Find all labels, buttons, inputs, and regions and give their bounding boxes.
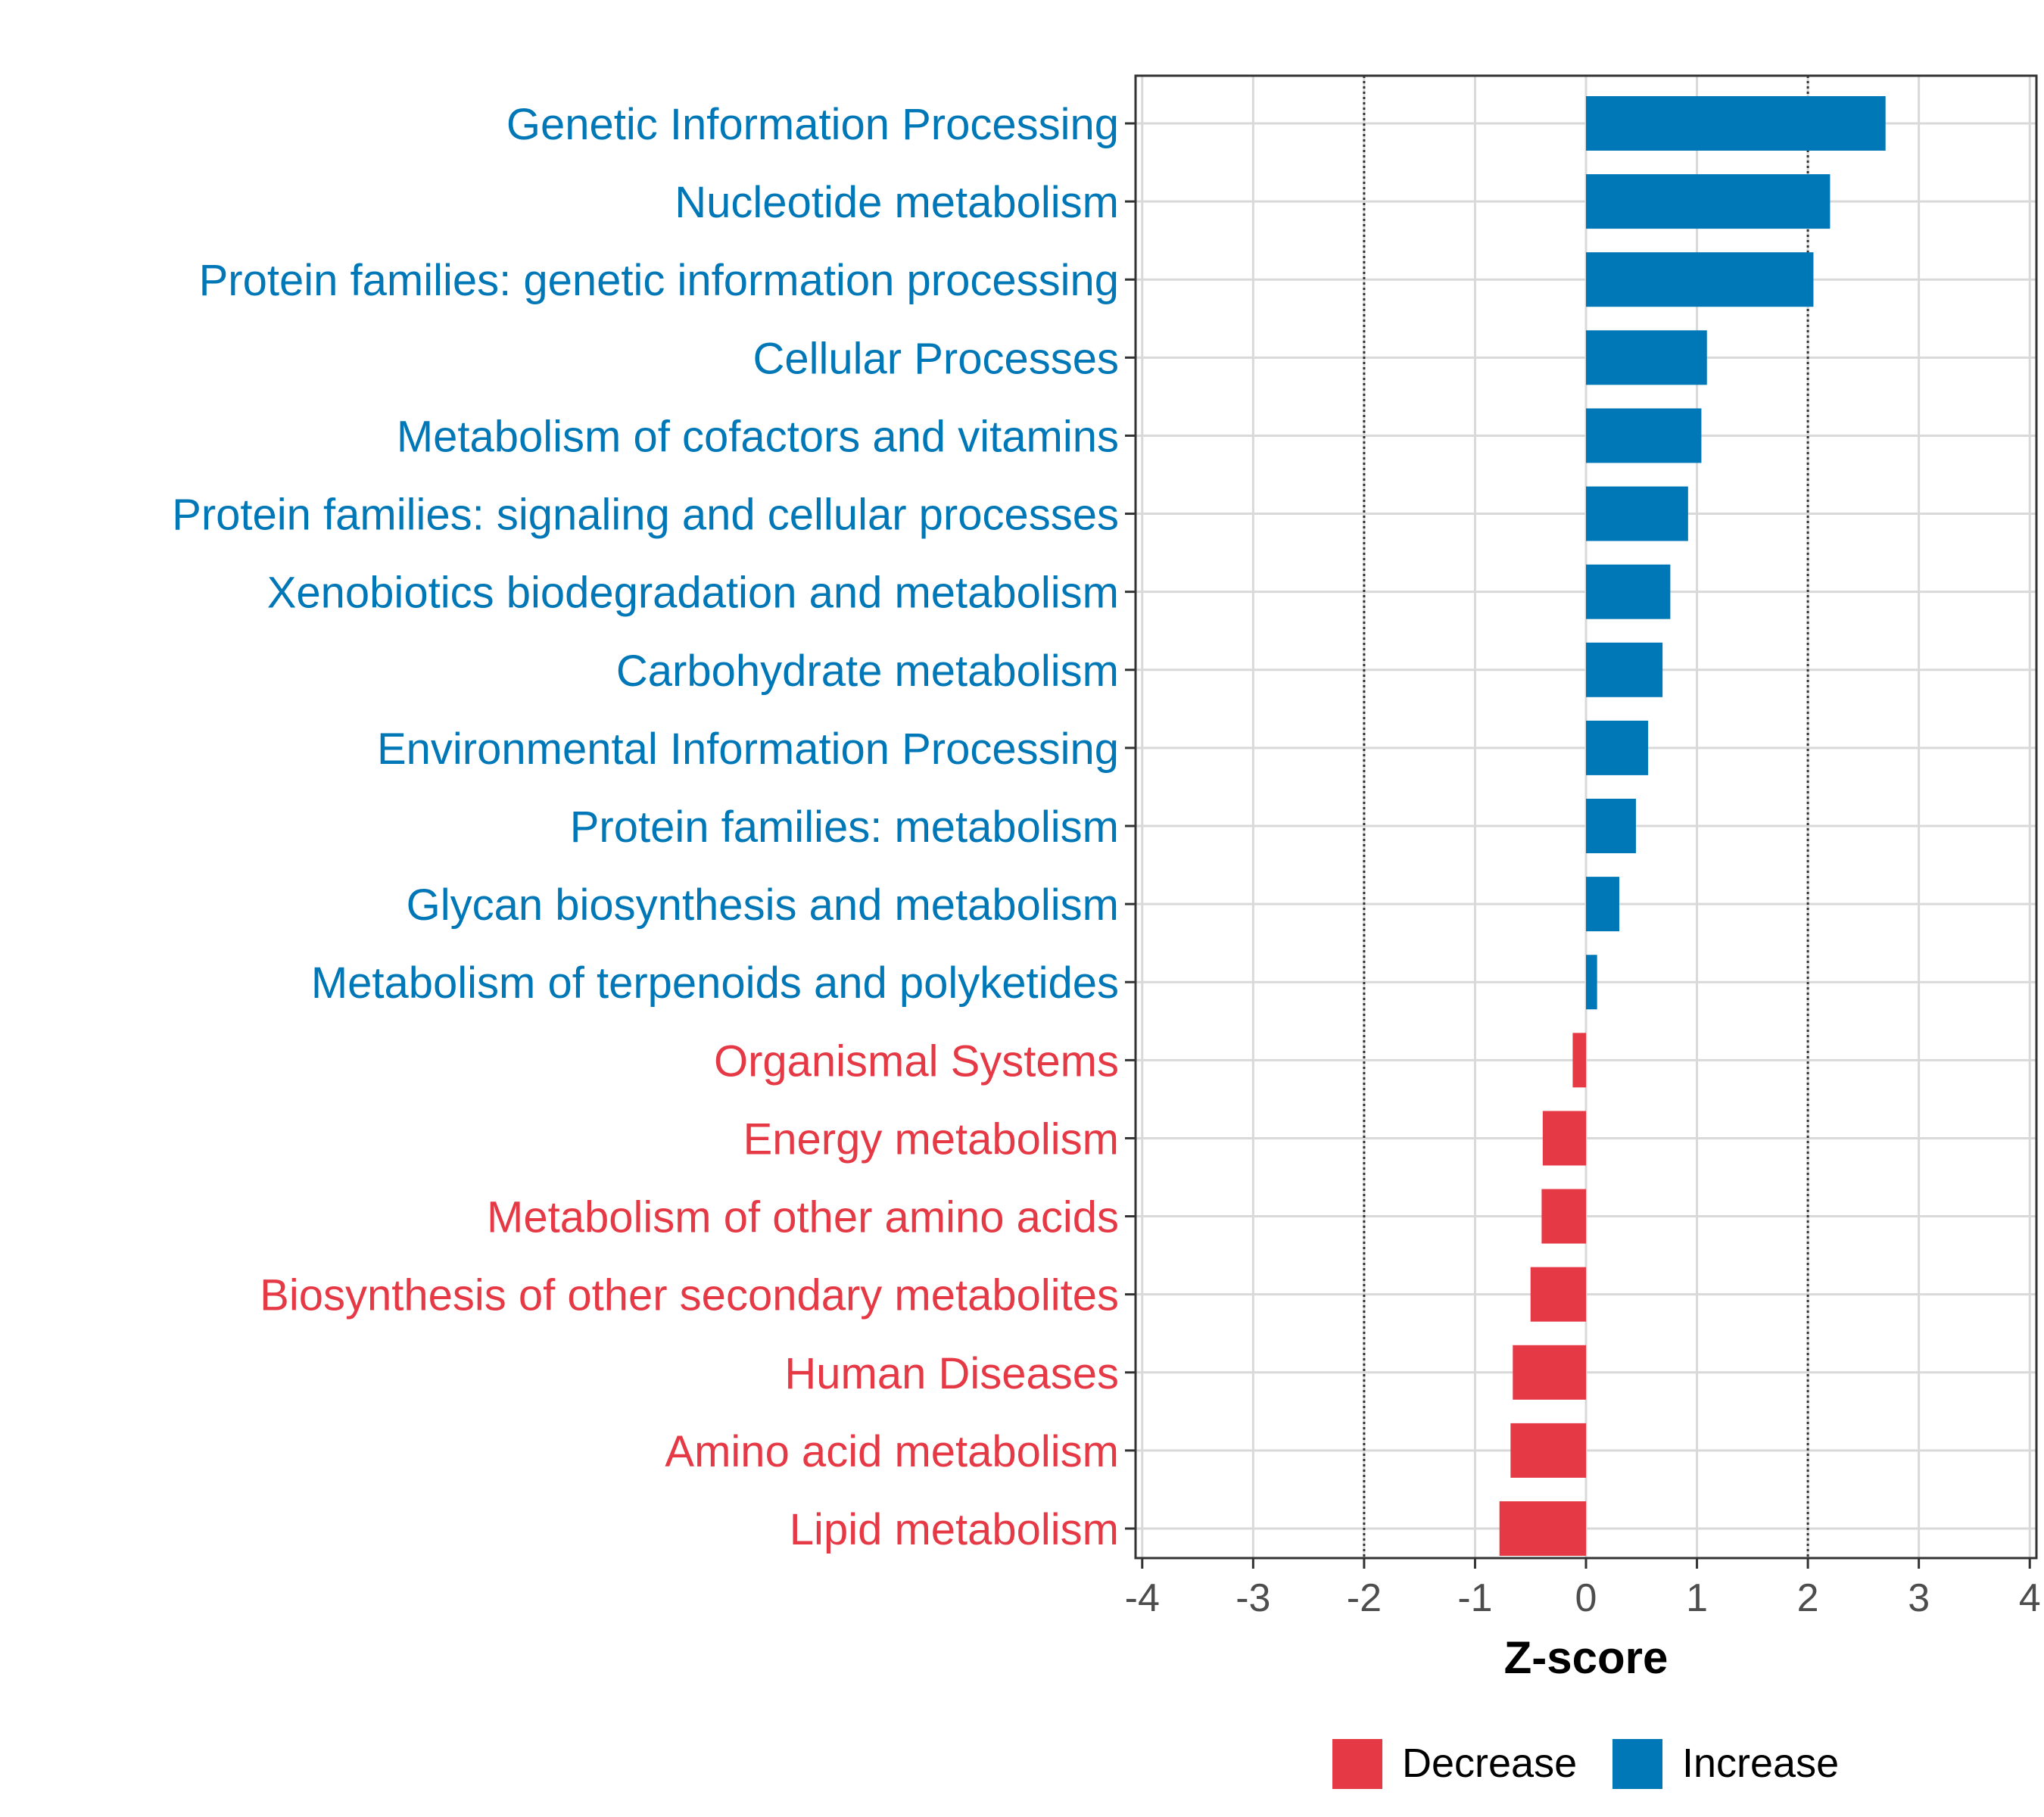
x-tick-label: -1 [1457,1576,1492,1620]
y-tick-label: Protein families: signaling and cellular… [172,491,1119,540]
x-axis-title: Z-score [1504,1632,1669,1683]
y-tick-label: Environmental Information Processing [377,725,1119,774]
bar [1586,955,1597,1010]
bar [1586,96,1886,151]
y-tick-label: Protein families: genetic information pr… [199,256,1119,305]
y-tick-label: Biosynthesis of other secondary metaboli… [260,1271,1119,1320]
bar [1586,486,1688,541]
x-tick-label: 0 [1575,1576,1597,1620]
y-tick-label: Xenobiotics biodegradation and metabolis… [267,569,1119,618]
y-tick-label: Carbohydrate metabolism [616,647,1119,696]
y-tick-label: Metabolism of other amino acids [487,1193,1119,1242]
y-tick-label: Glycan biosynthesis and metabolism [407,880,1119,930]
x-axis: -4 -3 -2 -1 0 1 2 3 4 [1125,1558,2041,1620]
bar [1586,564,1671,619]
x-tick-label: 2 [1797,1576,1819,1620]
bar [1542,1111,1586,1166]
y-tick-label: Organismal Systems [714,1036,1119,1086]
y-tick-label: Amino acid metabolism [665,1427,1119,1476]
legend-swatch [1332,1739,1382,1789]
y-tick-label: Lipid metabolism [790,1505,1119,1554]
y-tick-label: Cellular Processes [752,334,1119,383]
bar [1586,408,1702,463]
reference-lines [1363,76,1809,1558]
bar [1530,1267,1586,1322]
legend: Decrease Increase [1332,1739,1839,1789]
bar [1572,1033,1586,1088]
x-tick-label: 3 [1908,1576,1930,1620]
y-axis: Genetic Information Processing Nucleotide… [172,100,1136,1554]
y-tick-label: Human Diseases [784,1349,1119,1398]
bar [1541,1189,1586,1244]
y-tick-label: Nucleotide metabolism [675,178,1119,227]
x-tick-label: -2 [1347,1576,1382,1620]
bar [1586,877,1619,932]
y-tick-label: Metabolism of cofactors and vitamins [397,412,1119,461]
bar [1586,720,1649,775]
bar [1510,1423,1586,1478]
legend-label: Decrease [1402,1741,1577,1786]
y-tick-label: Protein families: metabolism [570,803,1119,852]
bar [1586,174,1831,229]
bar [1513,1345,1586,1400]
legend-swatch [1612,1739,1662,1789]
bar [1586,642,1663,697]
x-tick-label: -4 [1125,1576,1160,1620]
bar [1586,330,1707,385]
bar [1586,252,1814,307]
y-tick-label: Metabolism of terpenoids and polyketides [311,958,1119,1008]
legend-label: Increase [1682,1741,1839,1786]
y-tick-label: Energy metabolism [743,1114,1119,1164]
x-tick-label: 4 [2019,1576,2041,1620]
y-tick-label: Genetic Information Processing [506,100,1119,149]
bar [1499,1501,1586,1556]
bars [1499,96,1886,1556]
bar [1586,799,1636,853]
x-tick-label: -3 [1235,1576,1270,1620]
x-tick-label: 1 [1686,1576,1708,1620]
